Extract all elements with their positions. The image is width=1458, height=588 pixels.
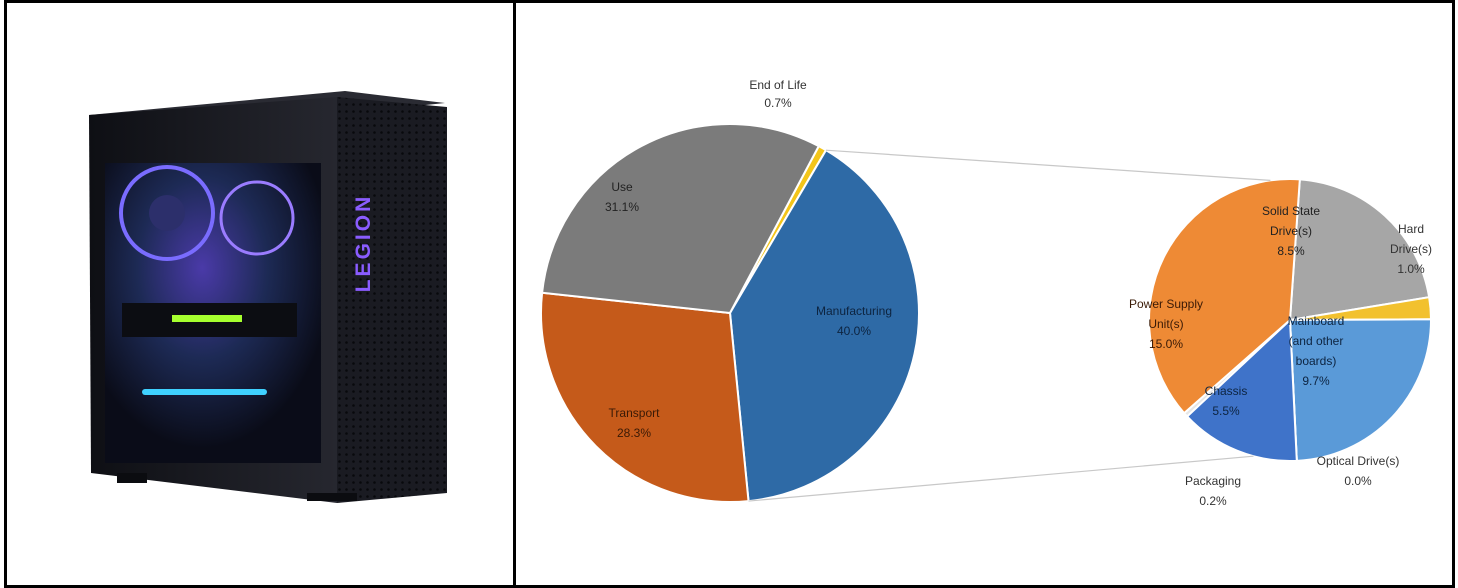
label-chassis-name: Chassis [1205,384,1248,398]
pc-tower-image: LEGION [89,91,447,503]
label-psu-line1: Power Supply [1129,297,1203,311]
breakdown-slice-chassis [1185,317,1298,462]
breakdown-slice-mainboard-and-other-boards [1288,318,1432,462]
connector-lines [748,149,1271,502]
front-mesh [337,97,447,503]
label-psu-line2: Unit(s) [1148,317,1183,331]
pie-of-pie-chart: End of Life 0.7% Use 31.1% Manufacturing… [540,78,1433,508]
label-hdd-line2: Drive(s) [1390,242,1432,256]
breakdown-pie [1148,178,1433,462]
label-use-value: 31.1% [605,200,639,214]
label-end-of-life-value: 0.7% [764,96,792,110]
label-optical-value: 0.0% [1344,474,1372,488]
product-photo-panel: LEGION [4,0,515,588]
label-ssd-line2: Drive(s) [1270,224,1312,238]
main-slice-transport [540,291,750,503]
main-pie [540,123,920,503]
carbon-footprint-chart-panel: End of Life 0.7% Use 31.1% Manufacturing… [513,0,1455,588]
label-manufacturing-value: 40.0% [837,324,871,338]
label-mainboard-line3: boards) [1296,354,1337,368]
connector-line [748,455,1254,502]
fan-hub [149,195,185,231]
label-transport-value: 28.3% [617,426,651,440]
label-ssd-line1: Solid State [1262,204,1320,218]
label-end-of-life-name: End of Life [749,78,807,92]
label-mainboard-line1: Mainboard [1288,314,1345,328]
label-hdd-value: 1.0% [1397,262,1425,276]
label-transport-name: Transport [609,406,661,420]
case-foot [307,493,357,501]
label-use-name: Use [611,180,633,194]
breakdown-slice-solid-state-drive-s [1288,178,1431,322]
label-packaging-name: Packaging [1185,474,1241,488]
breakdown-slice-power-supply-unit-s [1148,178,1301,415]
label-manufacturing-name: Manufacturing [816,304,892,318]
label-mainboard-line2: (and other [1289,334,1344,348]
fan-ring [119,165,215,261]
label-chassis-value: 5.5% [1212,404,1240,418]
label-hdd-line1: Hard [1398,222,1424,236]
label-ssd-value: 8.5% [1277,244,1305,258]
fan-ring [219,180,295,256]
label-packaging-value: 0.2% [1199,494,1227,508]
main-slice-use [540,123,821,315]
label-mainboard-value: 9.7% [1302,374,1330,388]
legion-logo: LEGION [352,194,375,293]
gpu-light [172,315,242,322]
main-slice-manufacturing [728,148,920,503]
label-psu-value: 15.0% [1149,337,1183,351]
connector-line [825,149,1271,181]
label-optical-name: Optical Drive(s) [1317,454,1400,468]
case-foot [117,473,147,483]
bottom-glow [142,389,267,395]
